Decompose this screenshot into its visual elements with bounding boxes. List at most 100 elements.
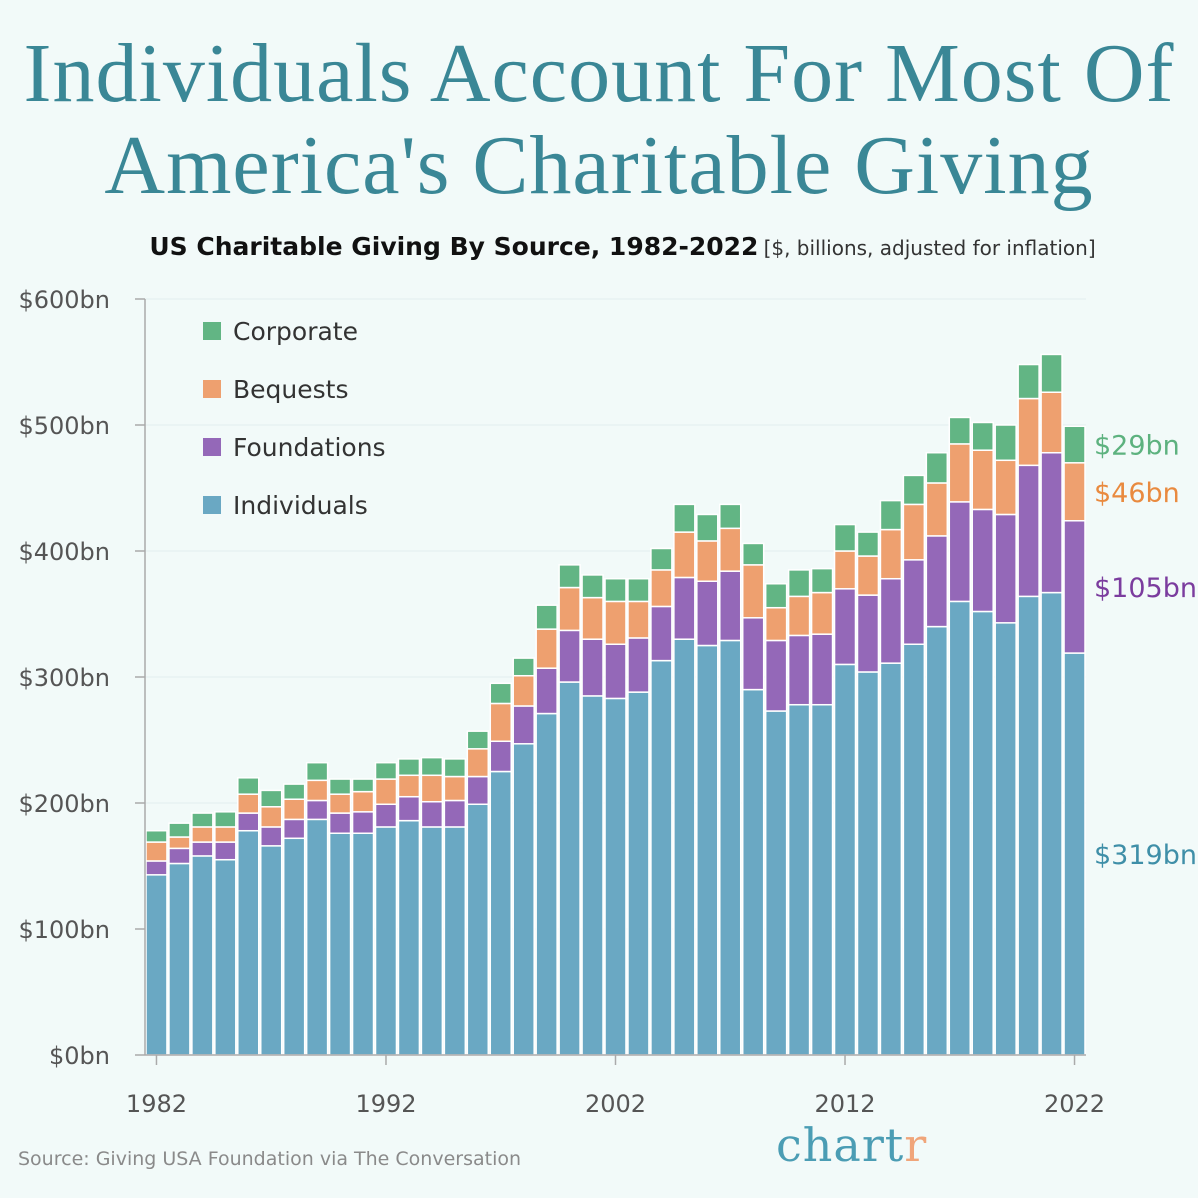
- bar-individuals-2001: [581, 695, 604, 1056]
- bar-foundations-2015: [902, 559, 926, 645]
- bar-foundations-1988: [282, 818, 306, 840]
- bar-foundations-2010: [787, 634, 811, 706]
- bar-individuals-1987: [260, 845, 283, 1056]
- bar-bequests-1989: [305, 779, 329, 802]
- bar-foundations-1985: [214, 841, 237, 861]
- x-tick-label: 2002: [585, 1090, 646, 1118]
- x-tick-label: 1982: [126, 1090, 187, 1118]
- end-label-corporate: $29bn: [1094, 431, 1180, 462]
- bar-individuals-2021: [1040, 591, 1063, 1056]
- legend-label-individuals: Individuals: [233, 491, 368, 520]
- bar-individuals-2008: [741, 688, 765, 1056]
- bar-corporate-2017: [948, 416, 971, 445]
- bar-corporate-1986: [237, 777, 260, 795]
- bar-foundations-2019: [994, 513, 1017, 624]
- bar-foundations-2021: [1040, 451, 1063, 594]
- y-tick-label: $200bn: [18, 790, 110, 818]
- bar-foundations-2001: [581, 638, 604, 697]
- bar-foundations-1998: [512, 705, 535, 745]
- bar-individuals-2017: [948, 600, 971, 1056]
- bar-foundations-1991: [351, 811, 375, 834]
- bar-corporate-1990: [328, 778, 352, 795]
- bar-foundations-2009: [764, 639, 788, 712]
- bar-bequests-2019: [994, 459, 1017, 516]
- bar-bequests-1999: [535, 628, 558, 669]
- bar-corporate-2018: [971, 421, 994, 451]
- y-tick-label: $500bn: [18, 412, 110, 440]
- bar-bequests-1984: [191, 826, 214, 843]
- bar-foundations-1994: [420, 800, 444, 828]
- bar-foundations-1990: [328, 812, 352, 834]
- y-tick-label: $300bn: [18, 664, 110, 692]
- bar-corporate-2000: [558, 564, 581, 589]
- bar-individuals-1985: [214, 858, 237, 1056]
- bar-corporate-1996: [466, 730, 490, 750]
- bar-foundations-1995: [443, 799, 467, 828]
- bar-individuals-2012: [833, 663, 857, 1056]
- bar-corporate-2004: [650, 547, 673, 571]
- bar-individuals-2004: [650, 659, 673, 1056]
- bar-individuals-2000: [558, 681, 581, 1056]
- bar-corporate-2020: [1017, 363, 1040, 400]
- bar-foundations-2022: [1063, 520, 1086, 654]
- bar-foundations-2018: [971, 508, 994, 613]
- bar-corporate-2014: [879, 499, 903, 531]
- bar-corporate-1992: [374, 761, 398, 780]
- bar-foundations-1992: [374, 803, 398, 828]
- bar-bequests-1983: [168, 836, 191, 850]
- logo-accent: r: [904, 1118, 928, 1172]
- bar-individuals-2019: [994, 622, 1017, 1056]
- x-tick-label: 2012: [814, 1090, 875, 1118]
- bar-corporate-2012: [833, 523, 857, 552]
- bar-corporate-2005: [673, 503, 696, 533]
- bar-bequests-2013: [856, 555, 880, 596]
- bar-individuals-1990: [328, 832, 352, 1056]
- bar-corporate-2021: [1040, 353, 1063, 393]
- bar-bequests-2011: [810, 591, 834, 635]
- bar-individuals-2018: [971, 610, 994, 1056]
- bar-bequests-2022: [1063, 462, 1086, 522]
- bar-corporate-2008: [741, 542, 765, 566]
- bar-bequests-2003: [627, 600, 650, 639]
- bar-corporate-2022: [1063, 425, 1086, 464]
- bar-foundations-2006: [696, 580, 719, 647]
- bar-corporate-1997: [489, 682, 512, 705]
- bar-individuals-1983: [168, 862, 191, 1056]
- bar-corporate-1988: [282, 783, 306, 800]
- end-label-bequests: $46bn: [1094, 478, 1180, 509]
- bar-individuals-2013: [856, 671, 880, 1056]
- bar-corporate-1987: [260, 789, 283, 808]
- bar-bequests-2006: [696, 540, 719, 582]
- bar-foundations-2005: [673, 576, 696, 640]
- bar-bequests-2016: [925, 482, 949, 537]
- bar-corporate-1998: [512, 657, 535, 677]
- bar-corporate-1991: [351, 778, 375, 793]
- bar-bequests-1990: [328, 793, 352, 814]
- bar-foundations-2011: [810, 633, 834, 706]
- bar-bequests-1982: [145, 841, 168, 862]
- legend-label-bequests: Bequests: [233, 375, 348, 404]
- bar-foundations-1996: [466, 775, 490, 806]
- bar-foundations-1987: [260, 826, 283, 847]
- bar-individuals-1993: [397, 819, 421, 1056]
- y-tick-label: $600bn: [18, 286, 110, 314]
- bar-bequests-1998: [512, 674, 535, 707]
- bar-foundations-1989: [305, 799, 329, 821]
- bar-individuals-2016: [925, 625, 949, 1056]
- bar-bequests-2018: [971, 449, 994, 511]
- bar-foundations-2000: [558, 629, 581, 683]
- bar-corporate-2019: [994, 424, 1017, 462]
- bar-foundations-1983: [168, 847, 191, 865]
- bar-foundations-2017: [948, 501, 971, 603]
- chart-title: Individuals Account For Most Of America'…: [0, 28, 1198, 212]
- bar-individuals-1984: [191, 855, 214, 1056]
- bar-bequests-2000: [558, 586, 581, 632]
- bar-corporate-1999: [535, 604, 558, 630]
- bar-corporate-2016: [925, 451, 949, 484]
- bar-corporate-2007: [719, 503, 742, 530]
- bar-bequests-1995: [443, 775, 467, 802]
- bar-individuals-1986: [237, 829, 260, 1056]
- legend-swatch-foundations: [203, 438, 221, 456]
- legend-swatch-individuals: [203, 496, 221, 514]
- bar-corporate-1995: [443, 758, 467, 778]
